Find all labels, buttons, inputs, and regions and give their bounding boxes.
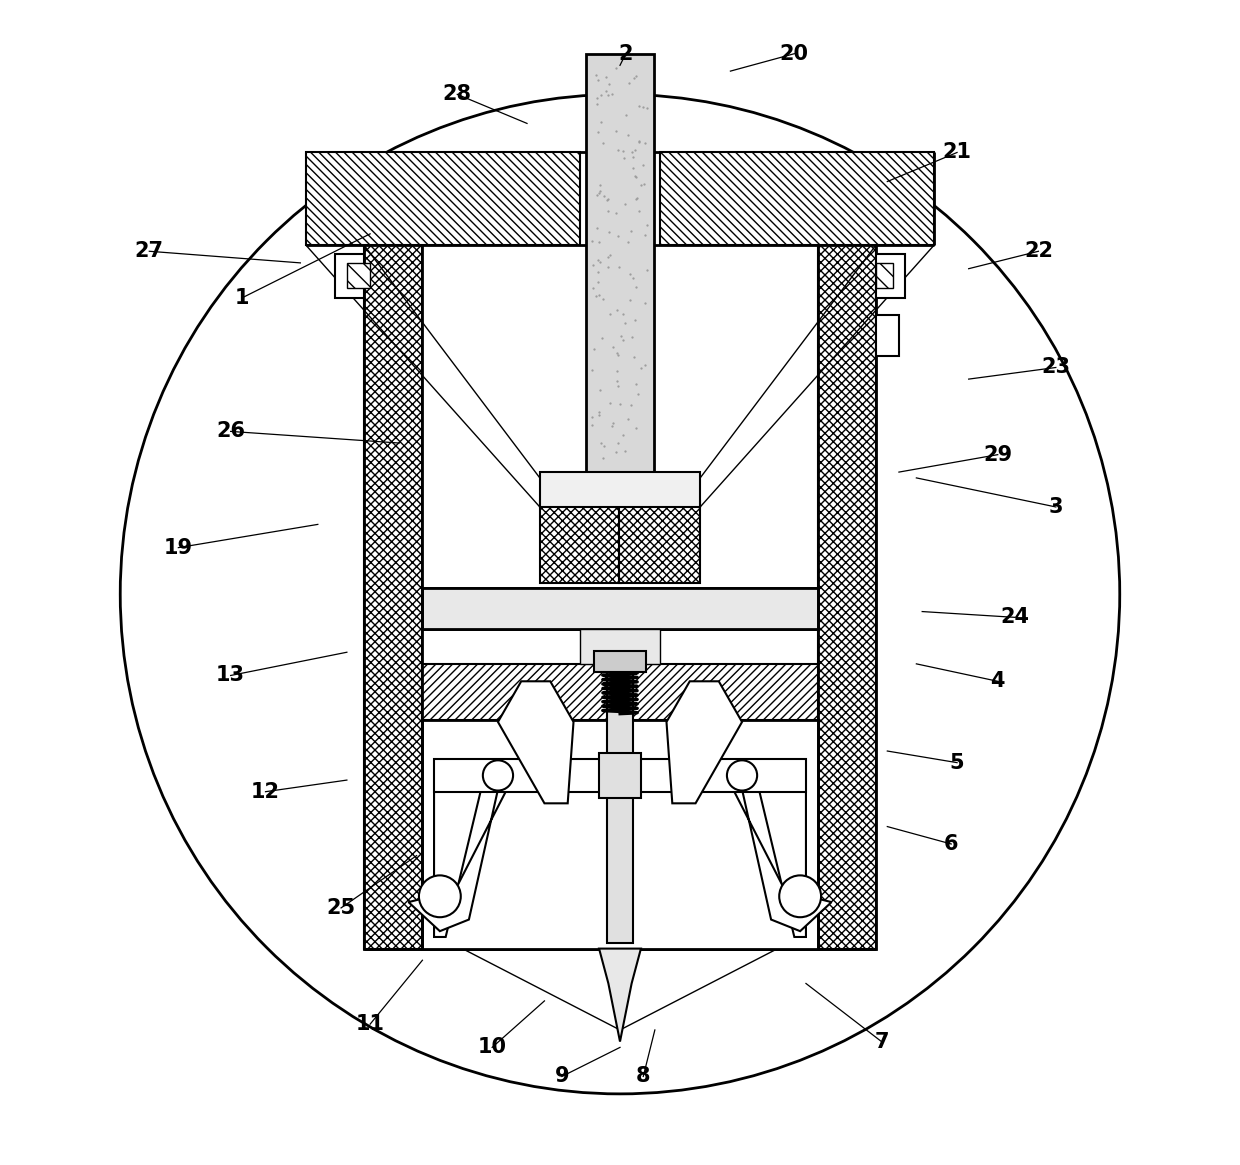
Bar xyxy=(580,629,660,664)
Polygon shape xyxy=(599,948,641,1042)
Polygon shape xyxy=(408,762,521,931)
Bar xyxy=(587,54,653,472)
Polygon shape xyxy=(498,682,574,804)
Text: 25: 25 xyxy=(326,898,356,918)
Text: 23: 23 xyxy=(1042,358,1070,377)
Bar xyxy=(594,651,646,672)
Text: 6: 6 xyxy=(944,834,959,854)
Bar xyxy=(619,501,701,582)
Bar xyxy=(539,501,621,582)
Circle shape xyxy=(120,94,1120,1094)
Text: 19: 19 xyxy=(164,537,193,558)
Text: 2: 2 xyxy=(619,44,634,64)
Circle shape xyxy=(727,761,758,791)
Bar xyxy=(875,254,905,298)
Polygon shape xyxy=(666,682,742,804)
Text: 7: 7 xyxy=(874,1031,889,1052)
Text: 11: 11 xyxy=(356,1015,384,1035)
Text: 8: 8 xyxy=(636,1066,651,1087)
Circle shape xyxy=(419,875,461,917)
Bar xyxy=(365,246,423,948)
Polygon shape xyxy=(306,153,580,246)
Bar xyxy=(347,263,370,289)
Circle shape xyxy=(779,875,821,917)
Bar xyxy=(423,720,817,948)
Text: 27: 27 xyxy=(135,241,164,261)
Polygon shape xyxy=(660,153,934,246)
Bar xyxy=(817,246,875,948)
Text: 21: 21 xyxy=(942,142,972,162)
Polygon shape xyxy=(759,792,806,937)
Bar xyxy=(875,263,893,289)
Text: 13: 13 xyxy=(216,665,246,685)
Polygon shape xyxy=(719,762,832,931)
Polygon shape xyxy=(434,792,481,937)
Bar xyxy=(875,316,899,355)
Bar xyxy=(539,472,701,507)
Text: 10: 10 xyxy=(477,1037,507,1058)
Circle shape xyxy=(482,761,513,791)
Text: 5: 5 xyxy=(950,753,965,772)
Bar xyxy=(599,754,641,798)
Bar xyxy=(608,672,632,942)
Bar xyxy=(365,246,423,948)
Text: 26: 26 xyxy=(216,422,246,442)
Text: 4: 4 xyxy=(991,671,1004,691)
Text: 29: 29 xyxy=(983,445,1012,465)
Text: 3: 3 xyxy=(1049,497,1063,517)
Text: 24: 24 xyxy=(1001,607,1029,628)
Text: 9: 9 xyxy=(554,1066,569,1087)
Text: 1: 1 xyxy=(236,288,249,308)
Bar xyxy=(335,254,365,298)
Text: 22: 22 xyxy=(1024,241,1053,261)
Text: 20: 20 xyxy=(780,44,808,64)
Text: 12: 12 xyxy=(250,782,280,802)
Text: 28: 28 xyxy=(443,84,471,105)
Bar xyxy=(423,664,817,720)
Bar xyxy=(817,246,875,948)
Bar xyxy=(434,760,806,792)
Bar xyxy=(423,588,817,629)
